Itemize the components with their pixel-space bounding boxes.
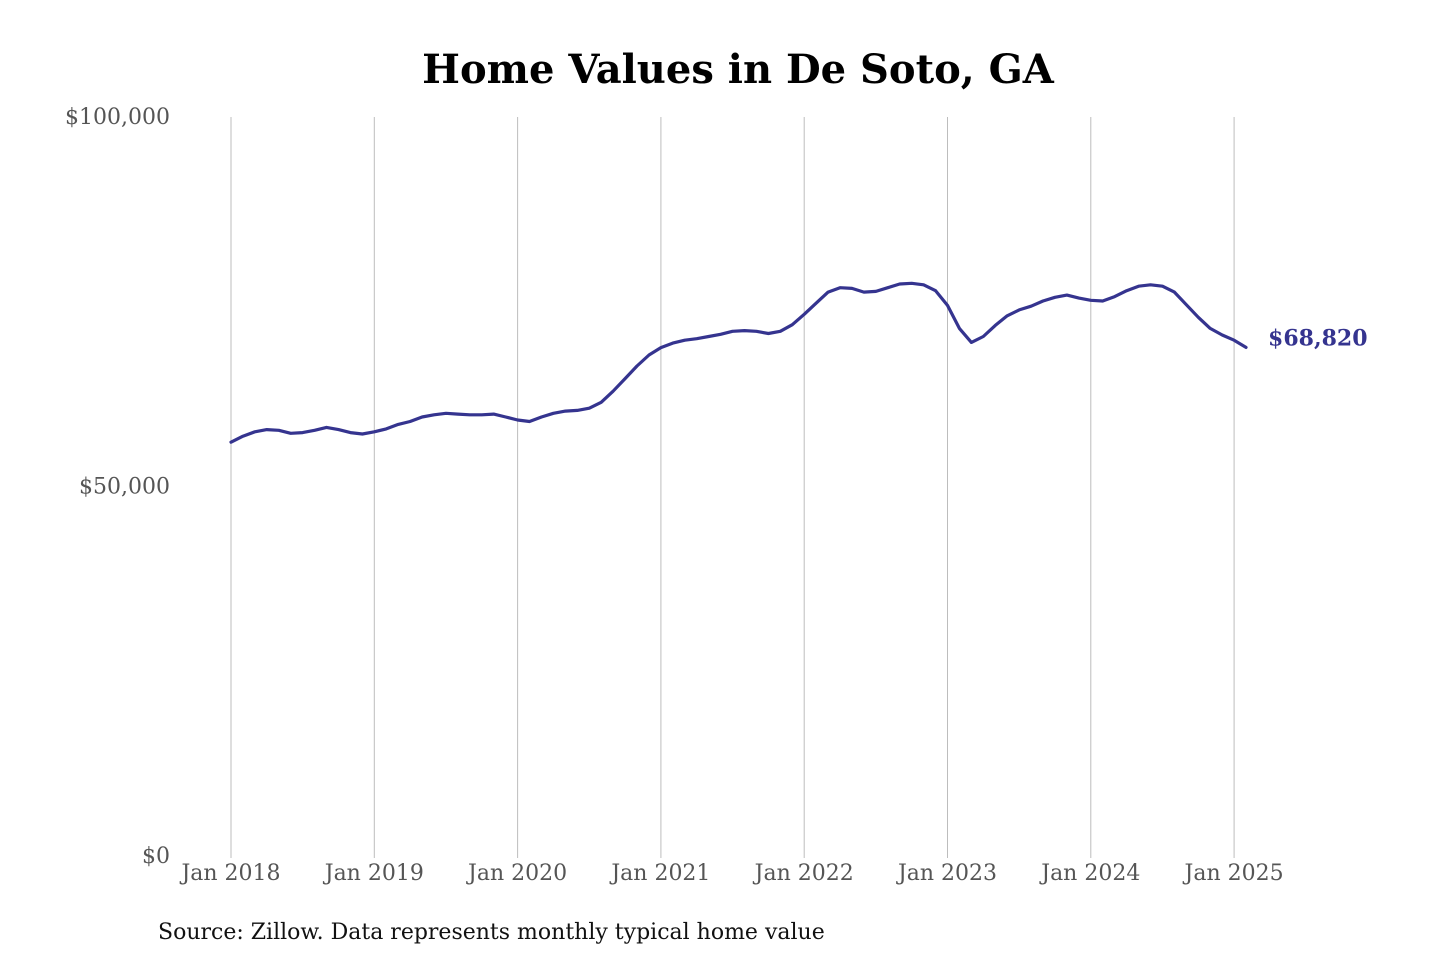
x-axis-ticks: Jan 2018 Jan 2019 Jan 2020 Jan 2021 Jan 2022… — [179, 861, 1283, 886]
gridlines — [230, 117, 1235, 858]
x-tick-label: Jan 2021 — [609, 861, 710, 886]
y-tick-label: $0 — [142, 844, 170, 869]
source-note: Source: Zillow. Data represents monthly … — [158, 920, 825, 945]
x-tick-label: Jan 2023 — [896, 861, 997, 886]
y-axis-ticks: $0 $50,000 $100,000 — [65, 105, 170, 869]
y-tick-label: $50,000 — [79, 475, 170, 500]
y-tick-label: $100,000 — [65, 105, 170, 130]
x-tick-label: Jan 2020 — [466, 861, 567, 886]
x-tick-label: Jan 2025 — [1183, 861, 1284, 886]
x-tick-label: Jan 2024 — [1039, 861, 1140, 886]
x-tick-label: Jan 2019 — [323, 861, 424, 886]
x-tick-label: Jan 2022 — [753, 861, 854, 886]
chart-title: Home Values in De Soto, GA — [422, 46, 1055, 93]
home-value-line — [229, 281, 1248, 444]
latest-value-label: $68,820 — [1268, 325, 1368, 351]
x-tick-label: Jan 2018 — [179, 861, 280, 886]
